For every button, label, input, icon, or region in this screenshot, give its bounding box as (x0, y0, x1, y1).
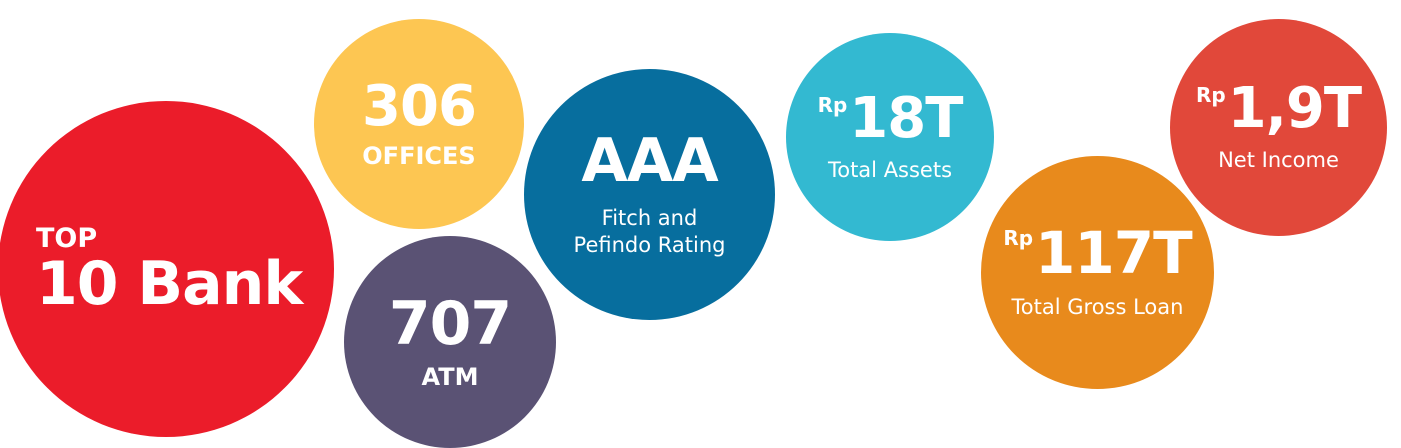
total-assets-amount: 18T (849, 85, 963, 151)
net-income-currency: Rp (1195, 83, 1226, 108)
net-income-value: Rp1,9T (1195, 81, 1362, 137)
total-assets-currency: Rp (817, 92, 848, 117)
atm-label: ATM (421, 362, 479, 391)
net-income-bubble: Rp1,9T Net Income (1170, 19, 1387, 236)
top-10-bank-bubble: TOP 10 Bank (0, 101, 334, 437)
offices-label: OFFICES (362, 141, 476, 170)
offices-count: 306 (362, 73, 477, 139)
offices-bubble: 306 OFFICES (314, 19, 524, 229)
rating-value: AAA (581, 126, 718, 197)
rating-label-line1: Fitch and (601, 206, 698, 231)
top10-small-label: TOP (36, 222, 98, 254)
rating-label-line2: Pefindo Rating (573, 232, 726, 257)
top10-big-label: 10 Bank (36, 248, 303, 319)
atm-count: 707 (388, 288, 512, 359)
total-gross-loan-label: Total Gross Loan (1011, 295, 1184, 320)
net-income-amount: 1,9T (1227, 76, 1362, 142)
atm-bubble: 707 ATM (344, 236, 556, 448)
total-gross-loan-amount: 117T (1035, 219, 1193, 288)
rating-bubble: AAA Fitch and Pefindo Rating (524, 69, 775, 320)
net-income-label: Net Income (1218, 148, 1339, 173)
total-assets-bubble: Rp18T Total Assets (786, 33, 994, 241)
total-gross-loan-bubble: Rp117T Total Gross Loan (981, 156, 1214, 389)
total-assets-label: Total Assets (827, 157, 953, 182)
total-assets-value: Rp18T (817, 90, 964, 147)
total-gross-loan-currency: Rp (1003, 226, 1034, 251)
total-gross-loan-value: Rp117T (1003, 224, 1192, 282)
